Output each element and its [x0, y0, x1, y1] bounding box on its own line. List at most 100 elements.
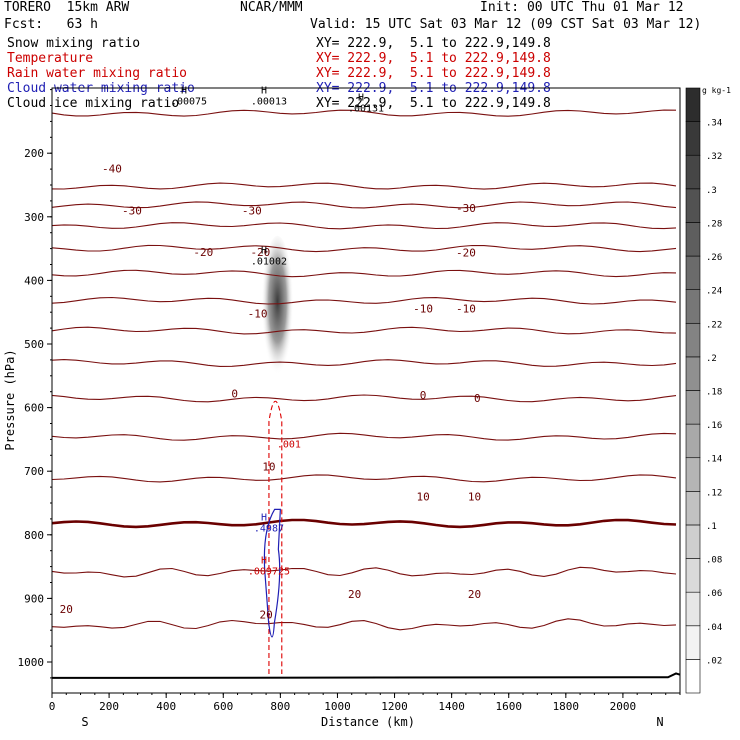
colorbar-swatch [685, 659, 701, 694]
isotherm-m40 [51, 244, 677, 253]
field-xy-temperature: XY= 222.9, 5.1 to 222.9,149.8 [316, 51, 551, 66]
y-axis-title: Pressure (hPa) [3, 349, 17, 450]
isotherm-m5 [51, 474, 677, 483]
colorbar-label: .24 [706, 287, 722, 297]
colorbar-label: .06 [706, 589, 722, 599]
colorbar-swatch [685, 154, 701, 190]
y-tick-label: 1000 [18, 656, 45, 669]
isotherm-m30 [51, 296, 677, 305]
temperature-label: 20 [468, 588, 481, 601]
x-tick-label: 2000 [610, 700, 637, 713]
field-label-rain: Rain water mixing ratio [7, 66, 188, 81]
colorbar-swatch [685, 87, 701, 122]
temperature-label: -30 [456, 202, 476, 215]
temperature-label: -10 [456, 302, 476, 315]
x-tick-label: 400 [156, 700, 176, 713]
temperature-label: -20 [193, 246, 213, 259]
colorbar-label: .1 [706, 522, 717, 532]
field-label-snow: Snow mixing ratio [7, 36, 141, 51]
colorbar-swatch [685, 423, 701, 459]
extremum-value: .00013 [251, 97, 287, 108]
colorbar-swatch [685, 356, 701, 391]
x-axis-title: Distance (km) [321, 715, 415, 729]
extremum-marker: H [261, 86, 267, 97]
isotherm-m45 [51, 222, 677, 230]
colorbar-label: .26 [706, 253, 722, 263]
colorbar-label: .08 [706, 556, 722, 566]
extremum-value: .009725 [248, 567, 290, 578]
colorbar-label: .14 [706, 455, 722, 465]
isotherm-m10 [51, 432, 677, 441]
colorbar-label: .3 [706, 186, 717, 196]
colorbar-label: .04 [706, 623, 722, 633]
cloud-water-contour [263, 508, 281, 638]
temperature-label: 10 [262, 461, 275, 474]
field-xy-rain: XY= 222.9, 5.1 to 222.9,149.8 [316, 66, 551, 81]
y-tick-label: 600 [24, 402, 44, 415]
x-tick-label: 1200 [381, 700, 408, 713]
temperature-label: -30 [122, 204, 142, 217]
temperature-label: -10 [413, 302, 433, 315]
extremum-value: .01002 [251, 256, 287, 267]
colorbar-label: .34 [706, 119, 722, 129]
extremum-marker: H [358, 93, 364, 104]
y-tick-label: 200 [24, 147, 44, 160]
temperature-label: 0 [420, 389, 427, 402]
colorbar-label: .18 [706, 388, 722, 398]
colorbar-swatch [685, 121, 701, 156]
colorbar-units: g kg-1 [702, 86, 731, 95]
temperature-label: 20 [348, 588, 361, 601]
colorbar-swatch [685, 524, 701, 559]
colorbar-label: .12 [706, 488, 722, 498]
isotherm-m20 [51, 359, 677, 367]
y-tick-label: 400 [24, 274, 44, 287]
isotherm-5 [51, 566, 677, 578]
x-tick-label: 1400 [438, 700, 465, 713]
extremum-marker: H [181, 86, 187, 97]
temperature-label: 10 [468, 491, 481, 504]
x-endpoint-left: S [81, 715, 88, 729]
extremum-marker: H [261, 245, 267, 256]
colorbar-label: .16 [706, 421, 722, 431]
colorbar-swatch [685, 289, 701, 324]
y-tick-label: 700 [24, 465, 44, 478]
rain-water-contour [268, 400, 283, 674]
x-tick-label: 1000 [324, 700, 351, 713]
snow-plume [261, 235, 294, 383]
temperature-label: 0 [474, 392, 481, 405]
temperature-label: -20 [250, 246, 270, 259]
y-tick-label: 500 [24, 338, 44, 351]
extremum-value: .00075 [171, 97, 207, 108]
org-label: NCAR/MMM [240, 0, 303, 15]
colorbar-label: .2 [706, 354, 717, 364]
colorbar-label: .32 [706, 152, 722, 162]
isotherm-m50 [51, 201, 677, 209]
x-tick-label: 800 [270, 700, 290, 713]
colorbar-label: .02 [706, 656, 722, 666]
temperature-label: 0 [231, 388, 238, 401]
temperature-label: -40 [102, 162, 122, 175]
colorbar-swatch [685, 390, 701, 425]
field-label-cloud-ice: Cloud ice mixing ratio [7, 96, 180, 111]
terrain-line [51, 672, 681, 679]
extremum-value: .4987 [254, 523, 284, 534]
colorbar-swatch [685, 255, 701, 290]
isotherm-0 [51, 518, 677, 529]
temperature-label: -10 [248, 307, 268, 320]
colorbar-label: .22 [706, 320, 722, 330]
x-tick-label: 600 [213, 700, 233, 713]
y-tick-label: 800 [24, 529, 44, 542]
field-xy-cloud-ice: XY= 222.9, 5.1 to 222.9,149.8 [316, 96, 551, 111]
init-time: Init: 00 UTC Thu 01 Mar 12 [480, 0, 684, 15]
colorbar-swatch [685, 457, 701, 492]
plot-frame [51, 87, 681, 694]
temperature-label: 20 [60, 603, 73, 616]
isotherm-m55 [51, 182, 677, 190]
model-title: TORERO 15km ARW [4, 0, 130, 15]
isotherm-m15 [51, 394, 677, 403]
isotherm-m25 [51, 326, 677, 335]
x-endpoint-right: N [656, 715, 663, 729]
colorbar-swatch [685, 322, 701, 358]
forecast-hour: Fcst: 63 h [4, 17, 98, 32]
